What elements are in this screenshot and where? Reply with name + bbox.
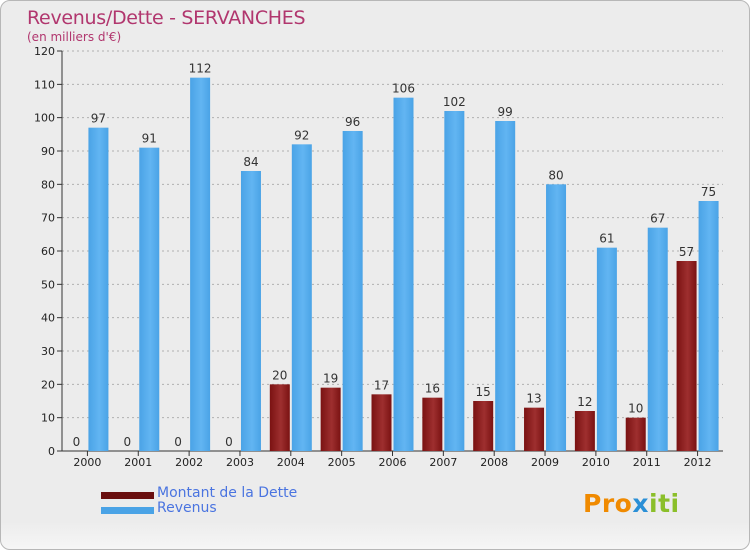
x-tick-label: 2008 xyxy=(480,456,508,469)
x-tick-label: 2009 xyxy=(531,456,559,469)
x-tick-label: 2012 xyxy=(684,456,712,469)
revenus-value-label: 75 xyxy=(701,185,716,199)
legend-label-revenus: Revenus xyxy=(157,500,217,516)
revenus-value-label: 91 xyxy=(142,132,157,146)
revenus-bar xyxy=(291,144,312,452)
y-tick-label: 80 xyxy=(41,178,55,191)
logo-letter: x xyxy=(632,489,649,518)
proxiti-logo: Proxiti xyxy=(583,489,680,518)
x-tick-label: 2001 xyxy=(124,456,152,469)
x-tick-label: 2004 xyxy=(277,456,305,469)
revenus-bar xyxy=(139,147,160,451)
dette-value-label: 0 xyxy=(123,435,131,449)
y-tick-label: 70 xyxy=(41,212,55,225)
revenus-bar xyxy=(444,111,465,451)
y-tick-label: 20 xyxy=(41,378,55,391)
y-tick-label: 110 xyxy=(34,78,55,91)
dette-bar xyxy=(574,411,595,451)
y-tick-label: 0 xyxy=(48,445,55,458)
x-tick-label: 2010 xyxy=(582,456,610,469)
revenus-value-label: 84 xyxy=(243,155,258,169)
revenus-value-label: 99 xyxy=(498,105,513,119)
dette-bar xyxy=(320,387,341,451)
dette-value-label: 13 xyxy=(526,392,541,406)
logo-letter: i xyxy=(649,489,659,518)
y-tick-label: 10 xyxy=(41,412,55,425)
revenus-bar xyxy=(342,131,363,451)
x-tick-label: 2006 xyxy=(379,456,407,469)
legend-swatch-dette xyxy=(101,492,154,499)
dette-value-label: 57 xyxy=(679,245,694,259)
x-tick-label: 2000 xyxy=(73,456,101,469)
revenus-value-label: 92 xyxy=(294,128,309,142)
dette-value-label: 0 xyxy=(225,435,233,449)
revenus-bar xyxy=(596,247,617,451)
x-tick-label: 2002 xyxy=(175,456,203,469)
dette-bar xyxy=(524,407,545,451)
chart-subtitle: (en milliers d'€) xyxy=(27,30,122,44)
dette-value-label: 16 xyxy=(425,382,440,396)
revenus-value-label: 61 xyxy=(599,232,614,246)
legend-swatch-revenus xyxy=(101,507,154,514)
dette-value-label: 0 xyxy=(174,435,182,449)
dette-value-label: 0 xyxy=(73,435,81,449)
dette-value-label: 12 xyxy=(577,395,592,409)
dette-value-label: 17 xyxy=(374,378,389,392)
dette-bar xyxy=(269,384,290,451)
y-tick-label: 90 xyxy=(41,145,55,158)
dette-bar xyxy=(625,417,646,451)
y-tick-label: 50 xyxy=(41,278,55,291)
logo-letter: t xyxy=(658,489,671,518)
dette-bar xyxy=(676,261,697,451)
x-tick-label: 2007 xyxy=(429,456,457,469)
legend-label-dette: Montant de la Dette xyxy=(157,485,298,501)
dette-bar xyxy=(422,397,443,451)
logo-letter: o xyxy=(614,489,633,518)
logo-letter: r xyxy=(601,489,615,518)
dette-value-label: 10 xyxy=(628,402,643,416)
dette-value-label: 19 xyxy=(323,372,338,386)
revenus-bar xyxy=(495,121,516,451)
revenus-value-label: 106 xyxy=(392,82,415,96)
revenus-bar xyxy=(190,77,211,452)
revenus-bar xyxy=(240,171,261,451)
revenus-value-label: 67 xyxy=(650,212,665,226)
logo-letter: P xyxy=(583,489,602,518)
x-tick-label: 2011 xyxy=(633,456,661,469)
revenus-bar xyxy=(546,184,567,452)
x-tick-label: 2003 xyxy=(226,456,254,469)
revenus-bar xyxy=(393,97,414,452)
dette-bar xyxy=(371,394,392,451)
revenus-value-label: 102 xyxy=(443,95,466,109)
x-tick-label: 2005 xyxy=(328,456,356,469)
logo-letter: i xyxy=(670,489,680,518)
y-tick-label: 30 xyxy=(41,345,55,358)
revenus-bar xyxy=(647,227,668,451)
dette-bar xyxy=(473,401,494,451)
chart-title: Revenus/Dette - SERVANCHES xyxy=(27,7,306,29)
revenus-value-label: 112 xyxy=(189,62,212,76)
dette-value-label: 15 xyxy=(476,385,491,399)
y-tick-label: 40 xyxy=(41,312,55,325)
revenus-value-label: 97 xyxy=(91,112,106,126)
y-tick-label: 100 xyxy=(34,112,55,125)
y-tick-label: 120 xyxy=(34,45,55,58)
revenus-bar xyxy=(698,201,719,451)
revenus-value-label: 96 xyxy=(345,115,360,129)
dette-value-label: 20 xyxy=(272,368,287,382)
revenus-bar xyxy=(88,127,109,452)
y-tick-label: 60 xyxy=(41,245,55,258)
revenus-value-label: 80 xyxy=(548,168,563,182)
